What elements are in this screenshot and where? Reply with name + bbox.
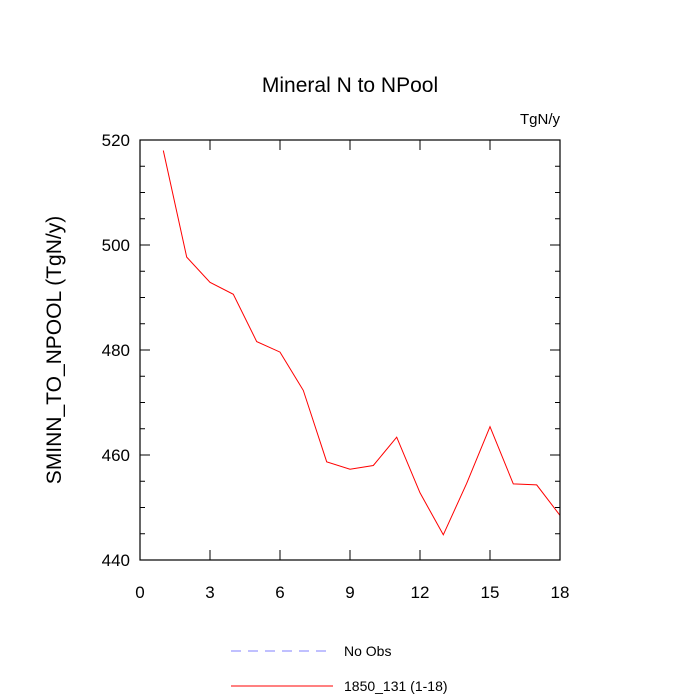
x-tick-label: 18 [551, 583, 570, 602]
x-tick-label: 3 [205, 583, 214, 602]
series-line [162, 150, 561, 536]
plot-series [162, 150, 561, 536]
y-tick-label: 460 [102, 446, 130, 465]
y-tick-label: 500 [102, 236, 130, 255]
x-tick-label: 12 [411, 583, 430, 602]
x-tick-label: 15 [481, 583, 500, 602]
y-tick-label: 440 [102, 551, 130, 570]
legend-label: No Obs [344, 643, 391, 659]
y-axis-label: SMINN_TO_NPOOL (TgN/y) [43, 216, 66, 484]
x-tick-label: 0 [135, 583, 144, 602]
x-tick-label: 9 [345, 583, 354, 602]
units-label: TgN/y [520, 111, 561, 128]
x-axis-ticks: 0 3 6 9 12 15 18 [135, 140, 569, 602]
chart-title: Mineral N to NPool [262, 74, 438, 97]
y-tick-label: 480 [102, 341, 130, 360]
y-tick-label: 520 [102, 131, 130, 150]
x-tick-label: 6 [275, 583, 284, 602]
y-axis-ticks: 440 460 480 500 520 [102, 131, 560, 570]
legend: No Obs 1850_131 (1-18) [231, 643, 448, 694]
legend-label: 1850_131 (1-18) [344, 678, 448, 694]
plot-frame [139, 139, 561, 561]
